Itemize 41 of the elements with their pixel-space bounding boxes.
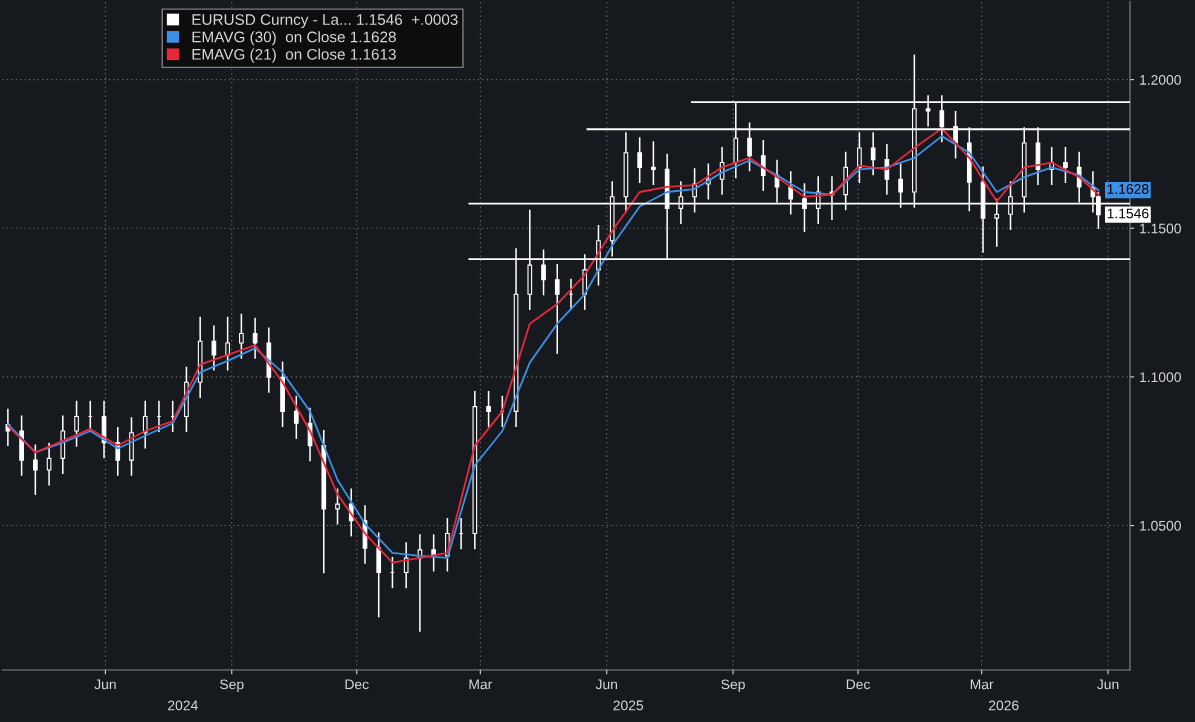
candlestick bbox=[637, 137, 643, 183]
legend-label: EMAVG (21) on Close 1.1613 bbox=[192, 48, 396, 63]
x-tick-label: Sep bbox=[721, 679, 745, 692]
candlestick bbox=[870, 132, 876, 176]
candlestick bbox=[403, 542, 409, 589]
candlestick bbox=[486, 391, 491, 428]
text: 2024 bbox=[168, 700, 198, 711]
x-tick-label: Dec bbox=[846, 679, 871, 690]
candlestick bbox=[252, 317, 258, 359]
candlestick bbox=[335, 488, 340, 525]
y-tick-label: 1.1500 bbox=[1140, 223, 1181, 234]
candlestick bbox=[760, 140, 766, 191]
x-tick-label: Sep bbox=[220, 679, 244, 692]
candlestick bbox=[884, 143, 890, 195]
data-label: 1.1628 bbox=[1107, 184, 1149, 194]
text: 2025 bbox=[613, 700, 644, 711]
y-tick-label: 1.1000 bbox=[1140, 372, 1181, 383]
candlestick bbox=[225, 316, 230, 371]
x-tick-label: Mar bbox=[970, 679, 994, 690]
candlestick bbox=[74, 400, 79, 447]
x-tick-label: Dec bbox=[345, 679, 369, 690]
legend-label: EMAVG (30) on Close 1.1628 bbox=[192, 31, 396, 46]
text: 2026 bbox=[988, 700, 1019, 711]
candlestick bbox=[142, 400, 148, 449]
x-tick-label: Mar bbox=[469, 679, 493, 690]
candlestick bbox=[554, 264, 560, 354]
candlestick bbox=[293, 395, 299, 439]
text: 1.1546 bbox=[1107, 208, 1149, 219]
candlestick bbox=[857, 132, 862, 183]
candlestick bbox=[33, 444, 38, 496]
legend-label: EURUSD Curncy - La... 1.1546 +.0003 bbox=[192, 14, 458, 28]
x-tick-label: Jun bbox=[94, 679, 116, 690]
y-tick-label: 1.0500 bbox=[1140, 520, 1181, 531]
candlestick bbox=[1063, 146, 1068, 183]
x-tick-label: Jun bbox=[595, 679, 617, 690]
x-tick-label: Jun bbox=[1097, 679, 1119, 690]
candlestick bbox=[211, 325, 217, 371]
candlestick bbox=[239, 313, 244, 359]
candlestick bbox=[46, 442, 52, 486]
y-tick-label: 1.2000 bbox=[1140, 74, 1181, 85]
candlestick bbox=[651, 141, 656, 186]
